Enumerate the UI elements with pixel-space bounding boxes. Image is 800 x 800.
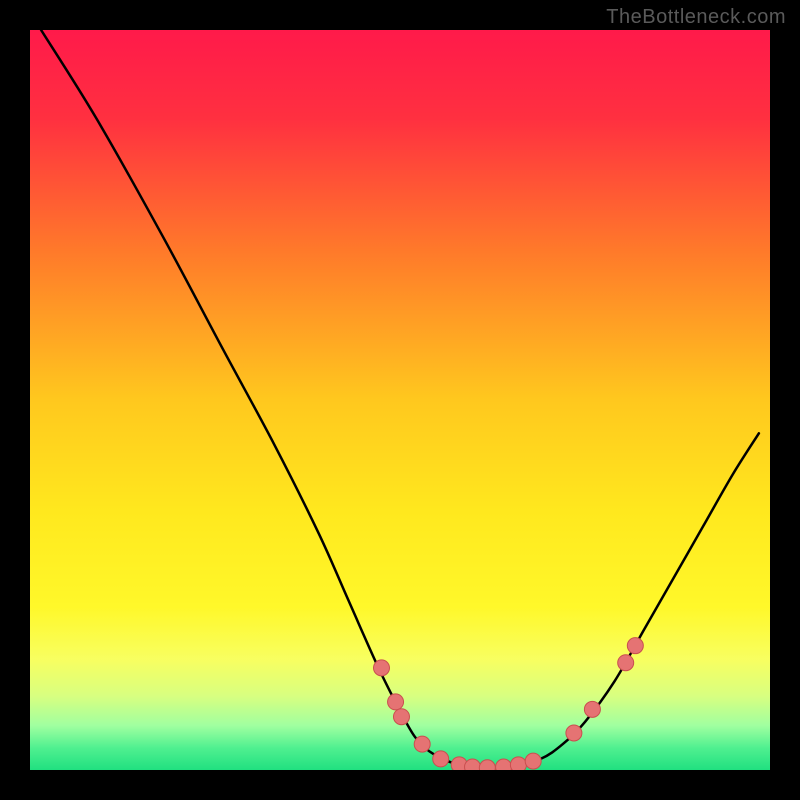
data-marker	[618, 655, 634, 671]
data-marker	[465, 759, 481, 770]
watermark-text: TheBottleneck.com	[606, 6, 786, 29]
data-marker	[393, 709, 409, 725]
chart-area	[30, 30, 770, 770]
data-marker	[374, 660, 390, 676]
data-marker	[525, 753, 541, 769]
data-marker	[566, 725, 582, 741]
data-marker	[510, 757, 526, 770]
data-marker	[414, 736, 430, 752]
data-marker	[584, 701, 600, 717]
data-marker	[496, 759, 512, 770]
data-marker	[433, 751, 449, 767]
data-marker	[388, 694, 404, 710]
data-marker	[627, 638, 643, 654]
bottleneck-chart	[30, 30, 770, 770]
